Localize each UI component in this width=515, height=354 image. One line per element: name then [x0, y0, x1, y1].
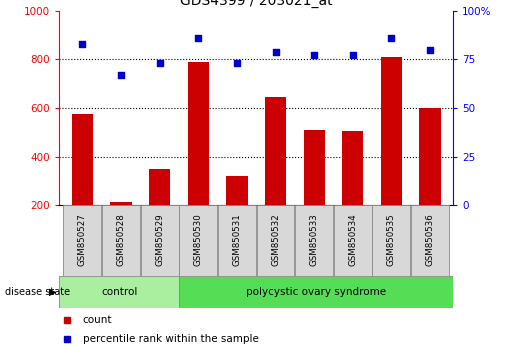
FancyBboxPatch shape — [179, 205, 217, 276]
Bar — [303, 130, 325, 205]
Text: count: count — [83, 315, 112, 325]
Point — [117, 72, 125, 78]
FancyBboxPatch shape — [102, 205, 140, 276]
Text: GSM850535: GSM850535 — [387, 213, 396, 266]
Point — [387, 35, 396, 41]
Text: GSM850536: GSM850536 — [425, 213, 435, 266]
Point — [156, 60, 164, 66]
Bar — [381, 57, 402, 205]
FancyBboxPatch shape — [256, 205, 295, 276]
Text: GSM850532: GSM850532 — [271, 213, 280, 266]
Point — [310, 53, 318, 58]
Bar — [226, 176, 248, 205]
FancyBboxPatch shape — [141, 205, 179, 276]
Text: GSM850530: GSM850530 — [194, 213, 203, 266]
Text: disease state: disease state — [5, 287, 70, 297]
Text: ▶: ▶ — [49, 287, 57, 297]
FancyBboxPatch shape — [59, 276, 179, 308]
Bar — [149, 169, 170, 205]
FancyBboxPatch shape — [179, 276, 453, 308]
Text: polycystic ovary syndrome: polycystic ovary syndrome — [246, 287, 386, 297]
Point — [194, 35, 202, 41]
Text: GSM850531: GSM850531 — [232, 213, 242, 266]
Point — [78, 41, 87, 46]
Bar — [265, 97, 286, 205]
Bar — [110, 202, 132, 205]
Point — [233, 60, 241, 66]
Text: GSM850528: GSM850528 — [116, 213, 126, 266]
FancyBboxPatch shape — [295, 205, 333, 276]
Bar — [187, 62, 209, 205]
FancyBboxPatch shape — [63, 205, 101, 276]
Text: GSM850527: GSM850527 — [78, 213, 87, 266]
Point — [271, 48, 280, 54]
Text: control: control — [101, 287, 138, 297]
Text: GSM850534: GSM850534 — [348, 213, 357, 266]
Point — [426, 47, 434, 52]
FancyBboxPatch shape — [218, 205, 256, 276]
FancyBboxPatch shape — [372, 205, 410, 276]
Point — [349, 53, 357, 58]
Bar — [342, 131, 364, 205]
Bar — [72, 114, 93, 205]
Text: GSM850533: GSM850533 — [310, 213, 319, 266]
FancyBboxPatch shape — [334, 205, 372, 276]
Text: percentile rank within the sample: percentile rank within the sample — [83, 333, 259, 344]
FancyBboxPatch shape — [411, 205, 449, 276]
Text: GSM850529: GSM850529 — [155, 213, 164, 266]
Title: GDS4399 / 203021_at: GDS4399 / 203021_at — [180, 0, 333, 8]
Bar — [419, 108, 441, 205]
